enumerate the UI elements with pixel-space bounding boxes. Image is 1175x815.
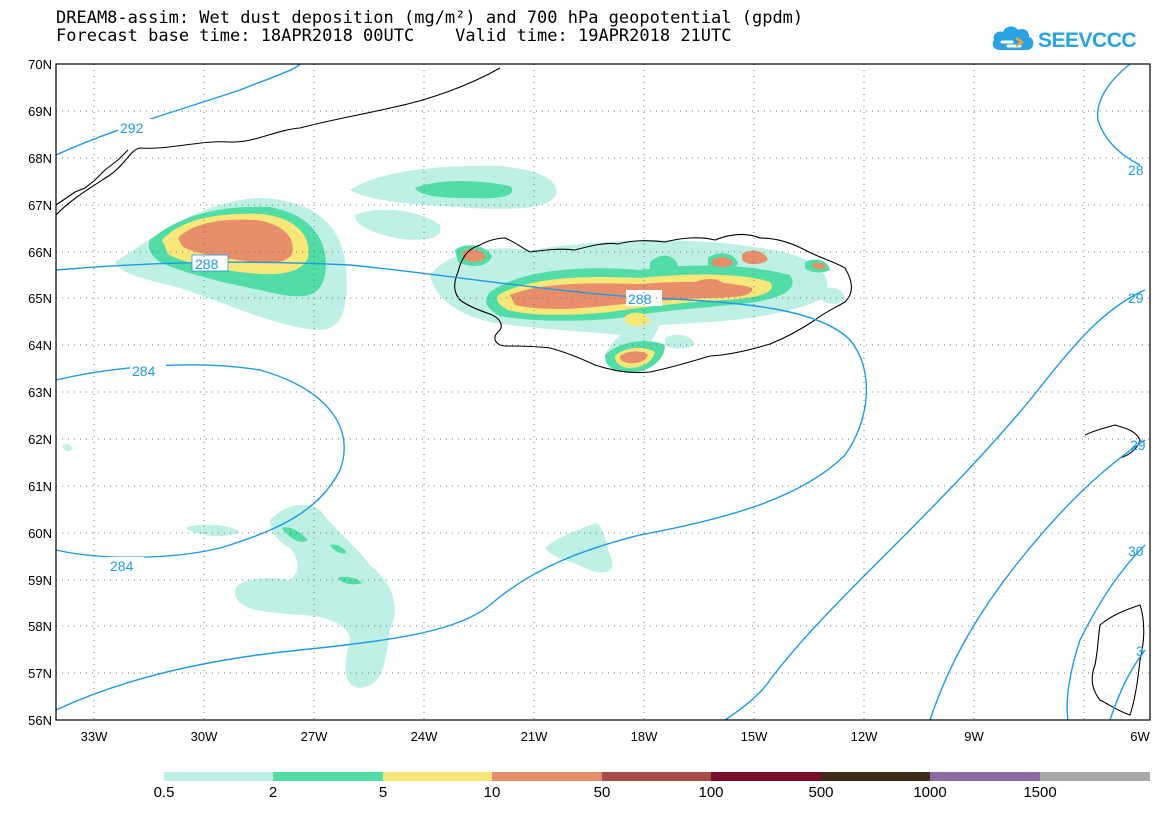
geopotential-contours [55,63,1146,721]
legend-swatch [273,772,383,781]
chart-title-line-1: DREAM8-assim: Wet dust deposition (mg/m²… [56,8,804,28]
legend-swatch [383,772,492,781]
lat-label: 64N [28,338,52,353]
coastline [55,67,1145,716]
legend-swatch [1040,772,1150,781]
seevccc-logo: SEEVCCC [990,22,1150,58]
contour-label: 284 [110,558,134,574]
lat-label: 61N [28,479,52,494]
color-legend [164,772,1150,781]
cloud-icon [992,26,1034,50]
lon-label: 30W [191,729,218,744]
lon-label: 21W [521,729,548,744]
contour-labels: 292 288 288 284 284 28 29 29 30 3 [108,119,1146,659]
contour-label: 292 [120,120,144,136]
lat-label: 58N [28,619,52,634]
map-frame [55,63,1151,721]
legend-label: 1500 [1023,784,1057,801]
lat-label: 56N [28,713,52,728]
lat-label: 65N [28,291,52,306]
legend-label: 2 [268,784,278,801]
legend-label: 10 [483,784,501,801]
contour-label: 30 [1128,543,1144,559]
lat-label: 66N [28,245,52,260]
contour-label: 3 [1136,643,1144,659]
lat-label: 59N [28,573,52,588]
lon-label: 6W [1130,729,1150,744]
lon-label: 27W [301,729,328,744]
legend-swatch [492,772,602,781]
legend-label: 100 [698,784,724,801]
legend-label: 500 [808,784,834,801]
lat-label: 68N [28,151,52,166]
contour-label: 288 [195,256,219,272]
legend-swatch [821,772,930,781]
lat-label: 69N [28,104,52,119]
lon-label: 18W [631,729,658,744]
legend-swatch [711,772,821,781]
legend-label: 1000 [913,784,947,801]
logo-text: SEEVCCC [1038,29,1137,52]
contour-label: 284 [132,363,156,379]
legend-label: 50 [593,784,611,801]
map-gridlines [56,64,1150,720]
contour-label: 288 [628,291,652,307]
legend-label: 5 [378,784,388,801]
contour-label: 29 [1128,290,1144,306]
latitude-labels: 70N 69N 68N 67N 66N 65N 64N 63N 62N 61N … [28,57,52,728]
contour-label: 29 [1130,437,1146,453]
lon-label: 9W [964,729,984,744]
lon-label: 15W [741,729,768,744]
dust-deposition-field [62,165,845,688]
legend-label: 0.5 [153,784,175,801]
chart-title-line-2: Forecast base time: 18APR2018 00UTC Vali… [56,26,732,46]
lat-label: 63N [28,385,52,400]
lon-label: 33W [81,729,108,744]
legend-swatch [930,772,1040,781]
contour-label: 28 [1128,162,1144,178]
lat-label: 67N [28,198,52,213]
lat-label: 62N [28,432,52,447]
lat-label: 57N [28,666,52,681]
lon-label: 12W [851,729,878,744]
lon-label: 24W [411,729,438,744]
longitude-labels: 33W 30W 27W 24W 21W 18W 15W 12W 9W 6W [81,729,1151,744]
lat-label: 70N [28,57,52,72]
legend-swatch [164,772,273,781]
lat-label: 60N [28,526,52,541]
legend-swatch [602,772,711,781]
